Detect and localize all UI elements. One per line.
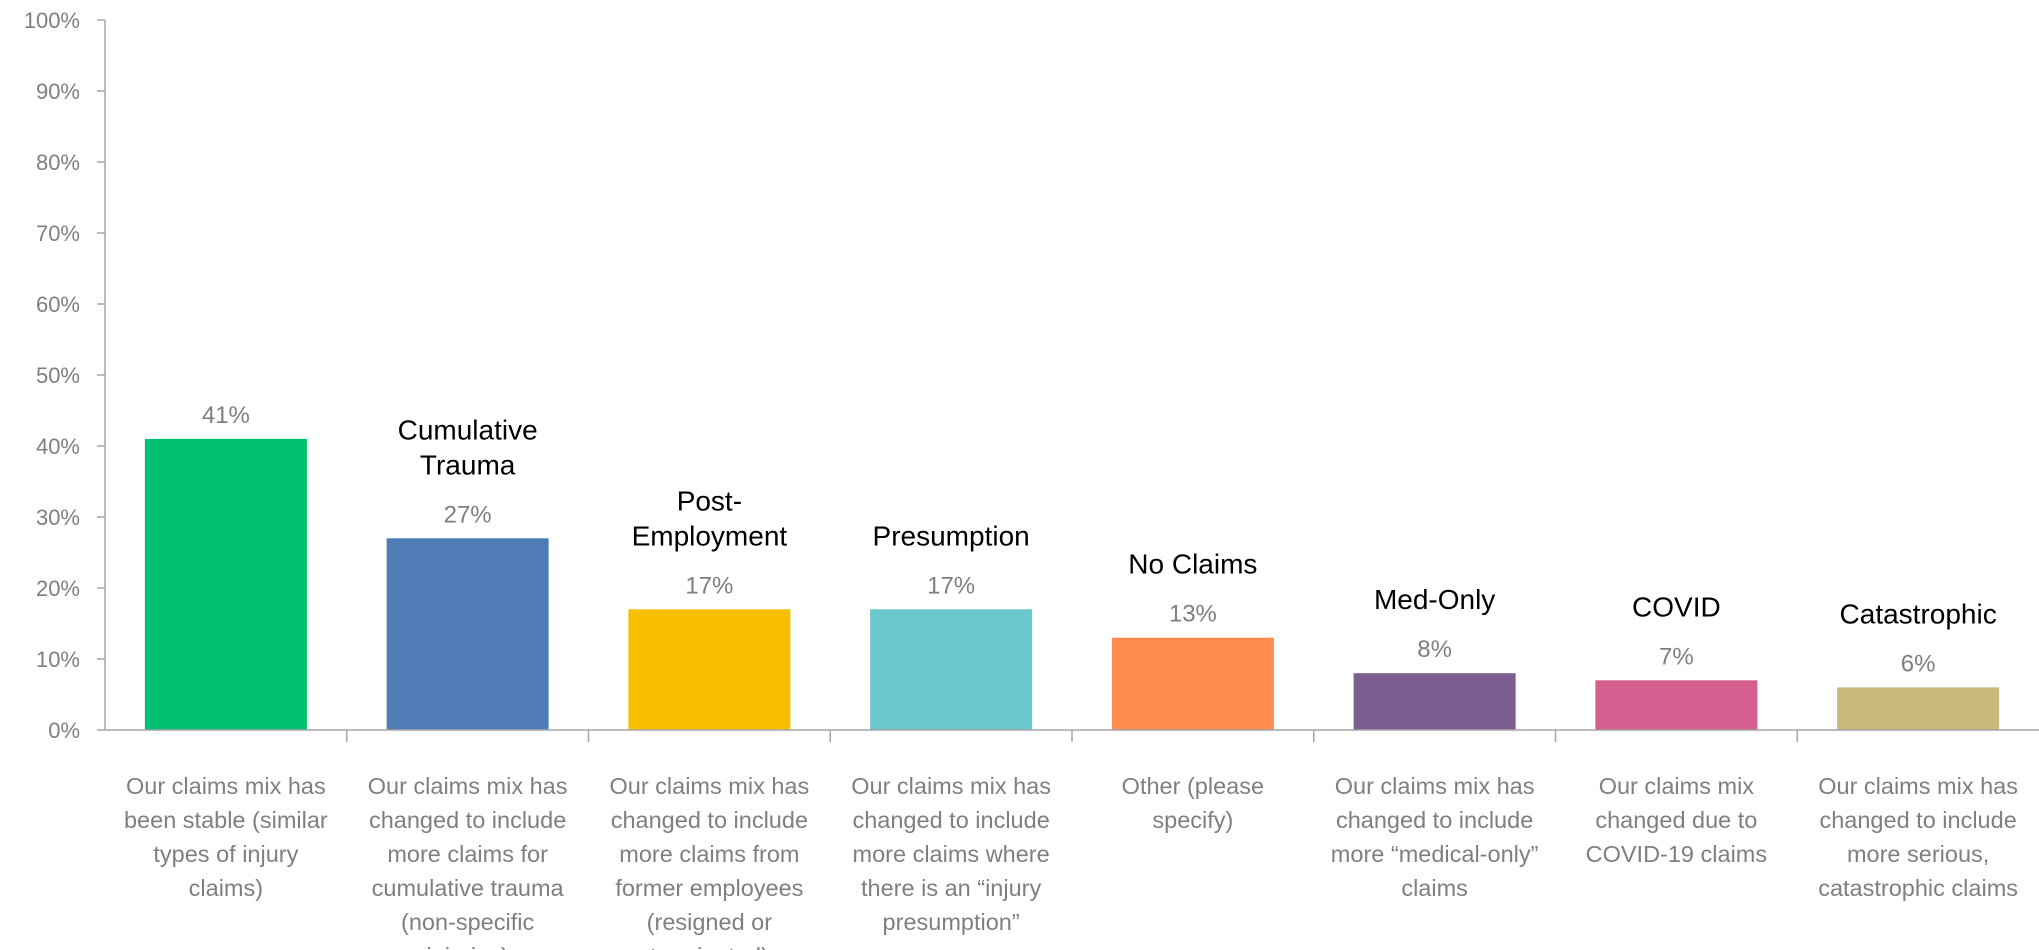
bar [628, 609, 791, 730]
x-tick-label: more claims for [387, 841, 548, 867]
annotation-label: COVID [1632, 591, 1721, 622]
x-tick-label: changed due to [1595, 807, 1757, 833]
annotation-label: Med-Only [1374, 584, 1495, 615]
x-tick-label: changed to include [1819, 807, 2016, 833]
y-tick-label: 0% [48, 718, 80, 743]
annotation-label: Cumulative [398, 414, 538, 445]
y-tick-label: 60% [36, 292, 80, 317]
bar [144, 438, 307, 730]
x-tick-label: changed to include [1336, 807, 1533, 833]
x-tick-label: Our claims mix [1599, 773, 1755, 799]
data-label: 8% [1417, 636, 1452, 663]
x-tick-label: presumption” [883, 909, 1020, 935]
annotation-label: Post- [677, 485, 742, 516]
x-tick-label: Our claims mix has [1818, 773, 2018, 799]
y-tick-label: 70% [36, 221, 80, 246]
x-tick-label: Our claims mix has [609, 773, 809, 799]
bar [1353, 673, 1516, 730]
y-tick-label: 20% [36, 576, 80, 601]
x-tick-label: more serious, [1847, 841, 1989, 867]
annotation-label: Employment [632, 520, 788, 551]
y-tick-label: 10% [36, 647, 80, 672]
x-tick-label: changed to include [852, 807, 1049, 833]
y-tick-label: 90% [36, 79, 80, 104]
x-tick-label: Our claims mix has [851, 773, 1051, 799]
y-tick-label: 50% [36, 363, 80, 388]
bar [1595, 680, 1758, 730]
x-tick-label: changed to include [611, 807, 808, 833]
x-tick-label: Our claims mix has [368, 773, 568, 799]
y-tick-label: 80% [36, 150, 80, 175]
y-tick-label: 100% [24, 8, 80, 33]
x-tick-label: (resigned or [647, 909, 773, 935]
y-axis: 0% 10% 20% 30% 40% 50% 60% 70% 80% 90% 100% [24, 8, 106, 743]
x-tick-label: been stable (similar [124, 807, 328, 833]
x-tick-label: COVID-19 claims [1586, 841, 1768, 867]
bars: 41% 27% Cumulative Trauma 17% Post- Employment… [144, 402, 2000, 730]
bar [1837, 687, 2000, 730]
annotation-label: Catastrophic [1840, 598, 1997, 629]
x-tick-label: changed to include [369, 807, 566, 833]
x-tick-label: specify) [1152, 807, 1233, 833]
x-tick-label: (non-specific [401, 909, 534, 935]
data-label: 17% [927, 572, 975, 599]
x-tick-label: injuries) [426, 943, 508, 950]
bar [386, 538, 549, 730]
x-tick-label: more claims from [619, 841, 799, 867]
y-tick-label: 30% [36, 505, 80, 530]
data-label: 27% [444, 501, 492, 528]
x-axis: Our claims mix has been stable (similar ty… [105, 729, 2039, 950]
x-tick-label: former employees [615, 875, 803, 901]
x-tick-label: Other (please [1122, 773, 1264, 799]
data-label: 13% [1169, 601, 1217, 628]
bar [1111, 637, 1274, 730]
data-label: 17% [685, 572, 733, 599]
x-tick-label: terminated) [650, 943, 769, 950]
y-tick-label: 40% [36, 434, 80, 459]
data-label: 7% [1659, 643, 1694, 670]
data-label: 41% [202, 402, 250, 429]
annotation-label: Presumption [873, 520, 1030, 551]
x-tick-label: more claims where [853, 841, 1050, 867]
x-tick-label: claims [1401, 875, 1468, 901]
x-tick-label: claims) [189, 875, 263, 901]
annotation-label: No Claims [1128, 549, 1257, 580]
x-tick-label: Our claims mix has [126, 773, 326, 799]
annotation-label: Trauma [420, 449, 516, 480]
x-tick-label: catastrophic claims [1818, 875, 2018, 901]
x-tick-label: there is an “injury [861, 875, 1041, 901]
x-tick-label: cumulative trauma [372, 875, 565, 901]
bar [870, 609, 1033, 730]
data-label: 6% [1901, 650, 1936, 677]
x-tick-label: Our claims mix has [1335, 773, 1535, 799]
x-tick-label: more “medical-only” [1331, 841, 1539, 867]
x-tick-label: types of injury [153, 841, 298, 867]
